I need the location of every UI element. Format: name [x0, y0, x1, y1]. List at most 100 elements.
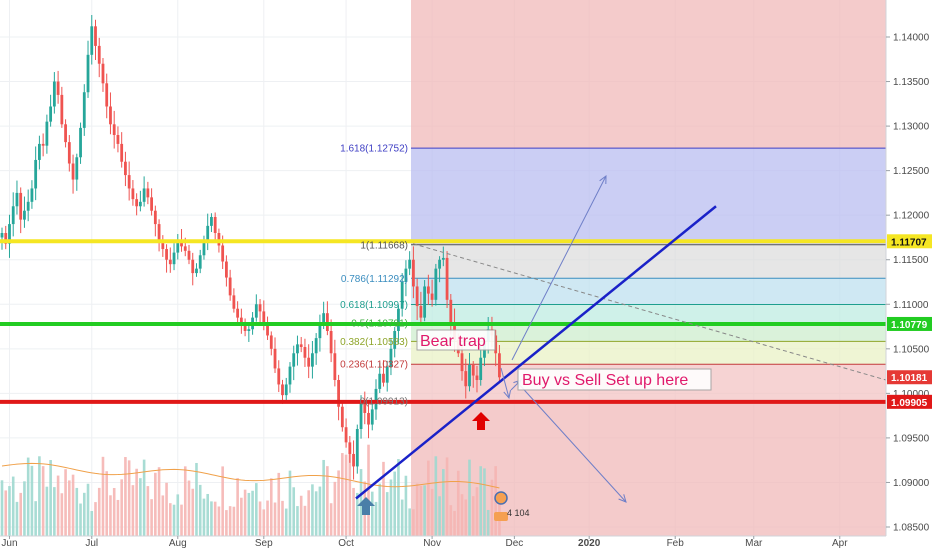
candle-body [195, 268, 198, 274]
candle-body [337, 380, 340, 407]
rising-trendline[interactable] [355, 205, 717, 500]
volume-bar [183, 466, 187, 536]
candle-body [471, 364, 475, 376]
candle-body [385, 366, 389, 383]
volume-bar [266, 500, 269, 536]
volume-bar [460, 494, 464, 536]
volume-bar [191, 488, 195, 536]
candle-body [109, 106, 112, 125]
candle-body [135, 199, 139, 207]
candle-body [26, 201, 30, 211]
price-tag-resistance[interactable] [887, 234, 932, 249]
event-badge-icon[interactable] [494, 491, 508, 505]
candle-body [116, 135, 120, 144]
volume-layer [0, 444, 501, 536]
price-tag-label: 1.10779 [891, 320, 928, 331]
volume-bar [415, 483, 419, 536]
candle-body [19, 192, 23, 220]
volume-bar [483, 468, 486, 536]
short-down-arrow-head [503, 390, 511, 400]
volume-bar [408, 508, 411, 536]
fib-zones-layer [411, 0, 886, 536]
price-tag-last[interactable] [887, 370, 932, 385]
volume-bar [157, 467, 161, 536]
candle-body [75, 157, 79, 180]
volume-bar [109, 495, 112, 536]
candle-body [348, 442, 352, 454]
volume-bar [389, 479, 393, 536]
candle-body [415, 286, 419, 307]
labels-layer: 1.618(1.12752) 1(1.11668) 0.786(1.11292) 0.… [340, 144, 712, 521]
price-tag-label: 1.09905 [891, 398, 928, 409]
candle-body [79, 127, 82, 158]
y-tick-label: 1.13500 [893, 77, 930, 88]
volume-bar [172, 504, 176, 536]
candle-body [333, 353, 337, 380]
candle-body [445, 257, 449, 300]
candle-body [198, 255, 202, 269]
candle-body [124, 161, 127, 176]
bottom-arrow-red [472, 412, 490, 430]
candle-body [127, 175, 131, 189]
volume-bar [453, 510, 456, 536]
candle-body [34, 159, 38, 189]
bear-trap-box[interactable] [416, 329, 496, 351]
candle-body [142, 188, 146, 202]
candle-body [38, 143, 41, 160]
volume-bar [262, 509, 266, 536]
setup-box[interactable] [517, 368, 712, 391]
candle-body [426, 286, 430, 294]
candle-body [221, 245, 225, 262]
fib-zone-bottom [411, 401, 886, 536]
candle-body [191, 259, 195, 274]
volume-bar [352, 487, 355, 536]
volume-bar [329, 503, 333, 536]
volume-bar [131, 485, 135, 536]
candle-body [382, 373, 385, 383]
event-badge-icon-2[interactable] [494, 512, 508, 521]
volume-bar [464, 499, 468, 536]
volume-bar [124, 457, 127, 536]
volume-bar [468, 459, 471, 536]
volume-bar [393, 471, 396, 536]
volume-bar [127, 460, 131, 536]
candle-body [67, 142, 71, 164]
price-tag-support[interactable] [887, 394, 932, 409]
bearish-projection-arrow[interactable] [516, 381, 627, 503]
candle-body [94, 26, 97, 46]
short-down-arrow[interactable] [500, 367, 510, 399]
candle-body [400, 282, 404, 309]
volume-bar [38, 456, 41, 536]
dashed-trendline[interactable] [412, 243, 887, 381]
y-tick-label: 1.11000 [893, 300, 929, 311]
candle-body [97, 45, 101, 64]
x-tick-label: Apr [832, 538, 848, 549]
candle-body [4, 233, 8, 244]
bullish-projection-arrow[interactable] [511, 175, 607, 361]
candle-body [232, 295, 236, 309]
candle-body [378, 373, 382, 389]
candle-body [460, 353, 464, 372]
volume-bar [202, 498, 206, 536]
candle-body [8, 224, 11, 244]
candle-body [138, 201, 142, 207]
volume-bar [326, 466, 329, 536]
candle-body [329, 331, 333, 354]
price-tag-mid[interactable] [887, 316, 932, 331]
candle-body [434, 268, 438, 300]
volume-bar [370, 491, 374, 536]
candle-body [273, 348, 277, 369]
volume-bar [217, 506, 221, 536]
candle-body [340, 406, 344, 428]
volume-bar [311, 484, 314, 536]
candle-body [157, 224, 161, 242]
candle-body [277, 368, 281, 385]
volume-bar [169, 503, 172, 536]
volume-bar [288, 470, 292, 536]
volume-bar [322, 459, 325, 536]
volume-bar [412, 509, 415, 536]
candle-body [266, 322, 269, 336]
